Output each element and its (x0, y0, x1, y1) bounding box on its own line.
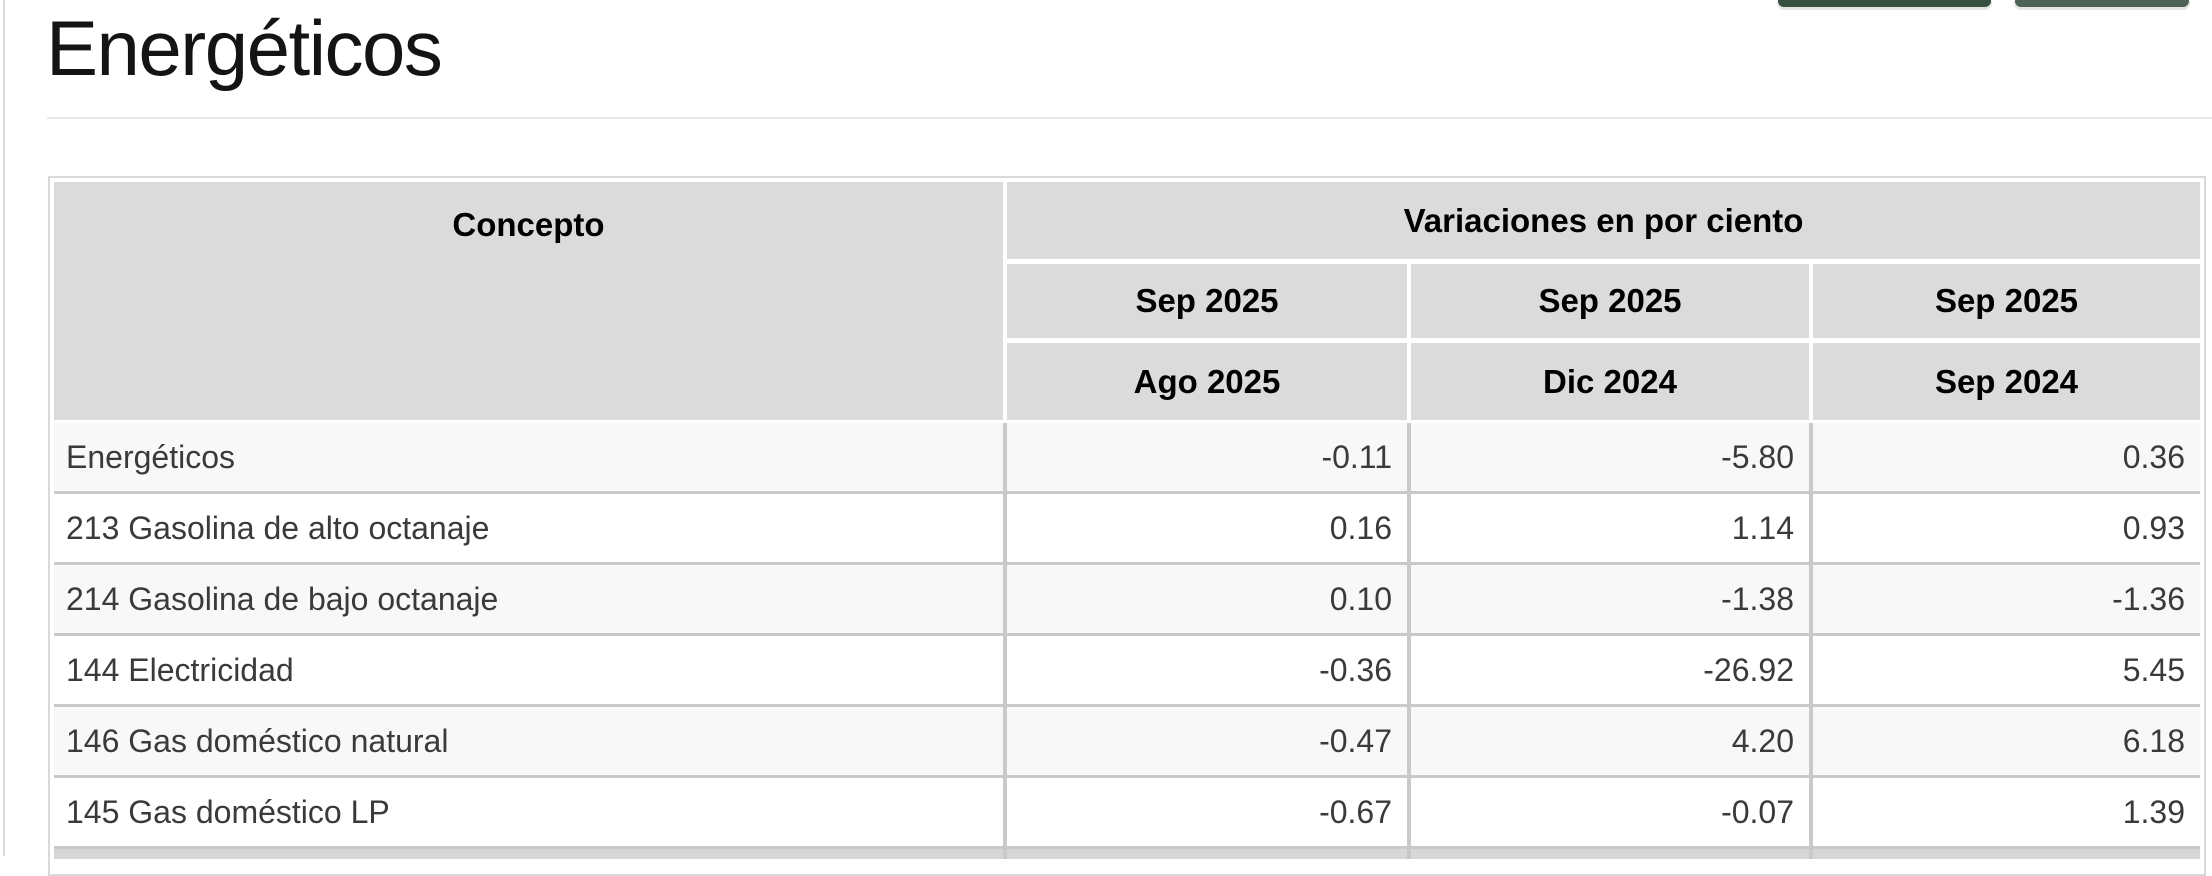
table-header: Concepto Variaciones en por ciento Sep 2… (54, 182, 2200, 420)
next-row-cell (1007, 849, 1407, 859)
page: Energéticos Concepto Variaciones en por … (3, 0, 2212, 876)
table-body: Energéticos -0.11 -5.80 0.36 213 Gasolin… (54, 423, 2200, 859)
nav-button-left-partial[interactable] (1778, 0, 1991, 7)
row-label-cell: 146 Gas doméstico natural (54, 707, 1003, 775)
value-cell: -0.47 (1007, 707, 1407, 775)
value-cell: 1.39 (1813, 778, 2200, 846)
value-cell: -1.36 (1813, 565, 2200, 633)
value-cell: -1.38 (1411, 565, 1809, 633)
row-label-cell: 213 Gasolina de alto octanaje (54, 494, 1003, 562)
header-variaciones: Variaciones en por ciento (1007, 182, 2200, 259)
nav-button-right-partial[interactable] (2015, 0, 2189, 7)
value-cell: 5.45 (1813, 636, 2200, 704)
value-cell: -0.67 (1007, 778, 1407, 846)
value-cell: -5.80 (1411, 423, 1809, 491)
header-period-numerator-0: Sep 2025 (1007, 264, 1407, 338)
header-period-denominator-1: Dic 2024 (1411, 343, 1809, 420)
value-cell: 0.93 (1813, 494, 2200, 562)
value-cell: 0.16 (1007, 494, 1407, 562)
header-period-numerator-2: Sep 2025 (1813, 264, 2200, 338)
row-label-cell: Energéticos (54, 423, 1003, 491)
value-cell: 0.10 (1007, 565, 1407, 633)
header-period-denominator-2: Sep 2024 (1813, 343, 2200, 420)
value-cell: 1.14 (1411, 494, 1809, 562)
row-label-cell: 214 Gasolina de bajo octanaje (54, 565, 1003, 633)
value-cell: -0.07 (1411, 778, 1809, 846)
value-cell: -0.36 (1007, 636, 1407, 704)
next-row-cell (1411, 849, 1809, 859)
row-label-cell: 145 Gas doméstico LP (54, 778, 1003, 846)
page-title: Energéticos (46, 4, 443, 92)
header-concepto: Concepto (54, 182, 1003, 420)
value-cell: -26.92 (1411, 636, 1809, 704)
energeticos-table: Concepto Variaciones en por ciento Sep 2… (48, 176, 2206, 876)
left-edge-border (3, 0, 5, 856)
next-row-cell (54, 849, 1003, 859)
value-cell: -0.11 (1007, 423, 1407, 491)
value-cell: 4.20 (1411, 707, 1809, 775)
next-row-cell (1813, 849, 2200, 859)
value-cell: 6.18 (1813, 707, 2200, 775)
value-cell: 0.36 (1813, 423, 2200, 491)
header-period-denominator-0: Ago 2025 (1007, 343, 1407, 420)
header-period-numerator-1: Sep 2025 (1411, 264, 1809, 338)
row-label-cell: 144 Electricidad (54, 636, 1003, 704)
title-divider (47, 117, 2212, 119)
